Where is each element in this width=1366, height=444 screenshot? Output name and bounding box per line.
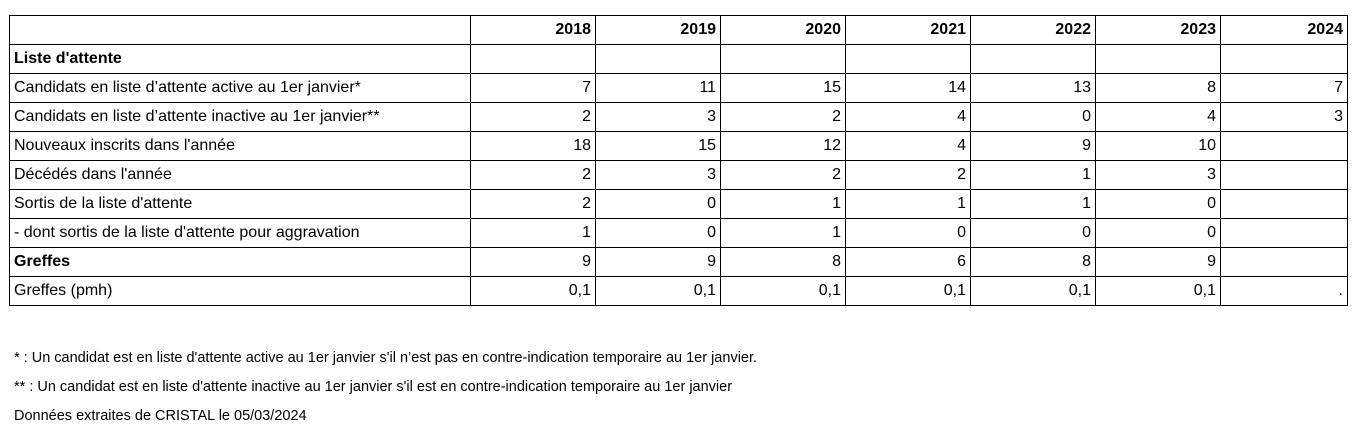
table-cell <box>720 44 846 74</box>
table-cell: 13 <box>970 73 1096 103</box>
table-cell: 15 <box>720 73 846 103</box>
table-cell: 15 <box>595 131 721 161</box>
table-cell: 1 <box>970 189 1096 219</box>
year-header: 2023 <box>1095 15 1221 45</box>
row-label: Candidats en liste d’attente inactive au… <box>9 102 471 132</box>
table-cell <box>1220 189 1348 219</box>
table-cell: 8 <box>720 247 846 277</box>
table-cell: 0,1 <box>1095 276 1221 306</box>
table-row: Décédés dans l'année 2 3 2 2 1 3 <box>9 160 1348 190</box>
table-row: Nouveaux inscrits dans l'année 18 15 12 4 9 10 <box>9 131 1348 161</box>
year-header: 2022 <box>970 15 1096 45</box>
table-cell: 0 <box>1095 189 1221 219</box>
table-row: - dont sortis de la liste d'attente pour… <box>9 218 1348 248</box>
row-label: Greffes <box>9 247 471 277</box>
row-label: Greffes (pmh) <box>9 276 471 306</box>
table-cell <box>1220 160 1348 190</box>
row-label: - dont sortis de la liste d'attente pour… <box>9 218 471 248</box>
table-cell: . <box>1220 276 1348 306</box>
table-cell <box>845 44 971 74</box>
footnotes: * : Un candidat est en liste d'attente a… <box>14 348 757 435</box>
table-cell: 1 <box>720 189 846 219</box>
table-cell: 8 <box>1095 73 1221 103</box>
table-cell: 2 <box>720 102 846 132</box>
table-cell: 9 <box>1095 247 1221 277</box>
table-cell: 0,1 <box>595 276 721 306</box>
table-cell <box>1220 131 1348 161</box>
table-cell: 2 <box>470 160 596 190</box>
table-cell: 0 <box>970 218 1096 248</box>
row-label: Décédés dans l'année <box>9 160 471 190</box>
table-cell: 3 <box>595 102 721 132</box>
year-header: 2024 <box>1220 15 1348 45</box>
table-cell: 14 <box>845 73 971 103</box>
table-cell <box>1220 247 1348 277</box>
table-cell <box>470 44 596 74</box>
row-label: Nouveaux inscrits dans l'année <box>9 131 471 161</box>
table-cell: 10 <box>1095 131 1221 161</box>
table-cell: 0 <box>595 189 721 219</box>
table-row: Candidats en liste d’attente inactive au… <box>9 102 1348 132</box>
table-cell: 4 <box>845 102 971 132</box>
year-header: 2018 <box>470 15 596 45</box>
table-cell: 18 <box>470 131 596 161</box>
table-row: Liste d'attente <box>9 44 1348 74</box>
table-cell: 8 <box>970 247 1096 277</box>
table-cell: 0,1 <box>470 276 596 306</box>
year-header: 2020 <box>720 15 846 45</box>
table-cell: 4 <box>1095 102 1221 132</box>
table-cell <box>970 44 1096 74</box>
table-cell: 2 <box>845 160 971 190</box>
table-cell: 1 <box>845 189 971 219</box>
data-source-note: Données extraites de CRISTAL le 05/03/20… <box>14 408 307 424</box>
footnote-active: * : Un candidat est en liste d'attente a… <box>14 350 758 366</box>
footnote-inactive: ** : Un candidat est en liste d'attente … <box>14 379 733 395</box>
table-row: Candidats en liste d’attente active au 1… <box>9 73 1348 103</box>
header-corner-cell <box>9 15 471 45</box>
table-row: Greffes (pmh) 0,1 0,1 0,1 0,1 0,1 0,1. <box>9 276 1348 306</box>
table-cell: 0 <box>970 102 1096 132</box>
row-label: Liste d'attente <box>9 44 471 74</box>
header-row: 2018 2019 2020 2021 2022 2023 2024 <box>9 15 1348 45</box>
table-cell: 1 <box>470 218 596 248</box>
table-cell: 0,1 <box>720 276 846 306</box>
table-cell: 1 <box>720 218 846 248</box>
table-cell: 6 <box>845 247 971 277</box>
table-cell: 7 <box>1220 73 1348 103</box>
year-header: 2019 <box>595 15 721 45</box>
table-row: Sortis de la liste d'attente 2 0 1 1 1 0 <box>9 189 1348 219</box>
table-cell <box>595 44 721 74</box>
table-cell: 11 <box>595 73 721 103</box>
row-label: Candidats en liste d’attente active au 1… <box>9 73 471 103</box>
table-row: Greffes 9 9 8 6 8 9 <box>9 247 1348 277</box>
table-cell: 3 <box>595 160 721 190</box>
table-cell: 9 <box>595 247 721 277</box>
table-cell: 0 <box>595 218 721 248</box>
table-cell: 9 <box>470 247 596 277</box>
table-cell <box>1220 218 1348 248</box>
table-cell: 0 <box>1095 218 1221 248</box>
table-cell: 2 <box>470 189 596 219</box>
table-cell: 2 <box>720 160 846 190</box>
table-cell: 7 <box>470 73 596 103</box>
table-cell <box>1095 44 1221 74</box>
table-cell: 2 <box>470 102 596 132</box>
table-cell <box>1220 44 1348 74</box>
table-cell: 9 <box>970 131 1096 161</box>
table-cell: 12 <box>720 131 846 161</box>
table-cell: 3 <box>1220 102 1348 132</box>
table-cell: 0,1 <box>845 276 971 306</box>
year-header: 2021 <box>845 15 971 45</box>
data-table: 2018 2019 2020 2021 2022 2023 2024 Liste… <box>9 15 1348 306</box>
table-cell: 0 <box>845 218 971 248</box>
table-cell: 1 <box>970 160 1096 190</box>
table-cell: 4 <box>845 131 971 161</box>
table-cell: 3 <box>1095 160 1221 190</box>
row-label: Sortis de la liste d'attente <box>9 189 471 219</box>
table-cell: 0,1 <box>970 276 1096 306</box>
